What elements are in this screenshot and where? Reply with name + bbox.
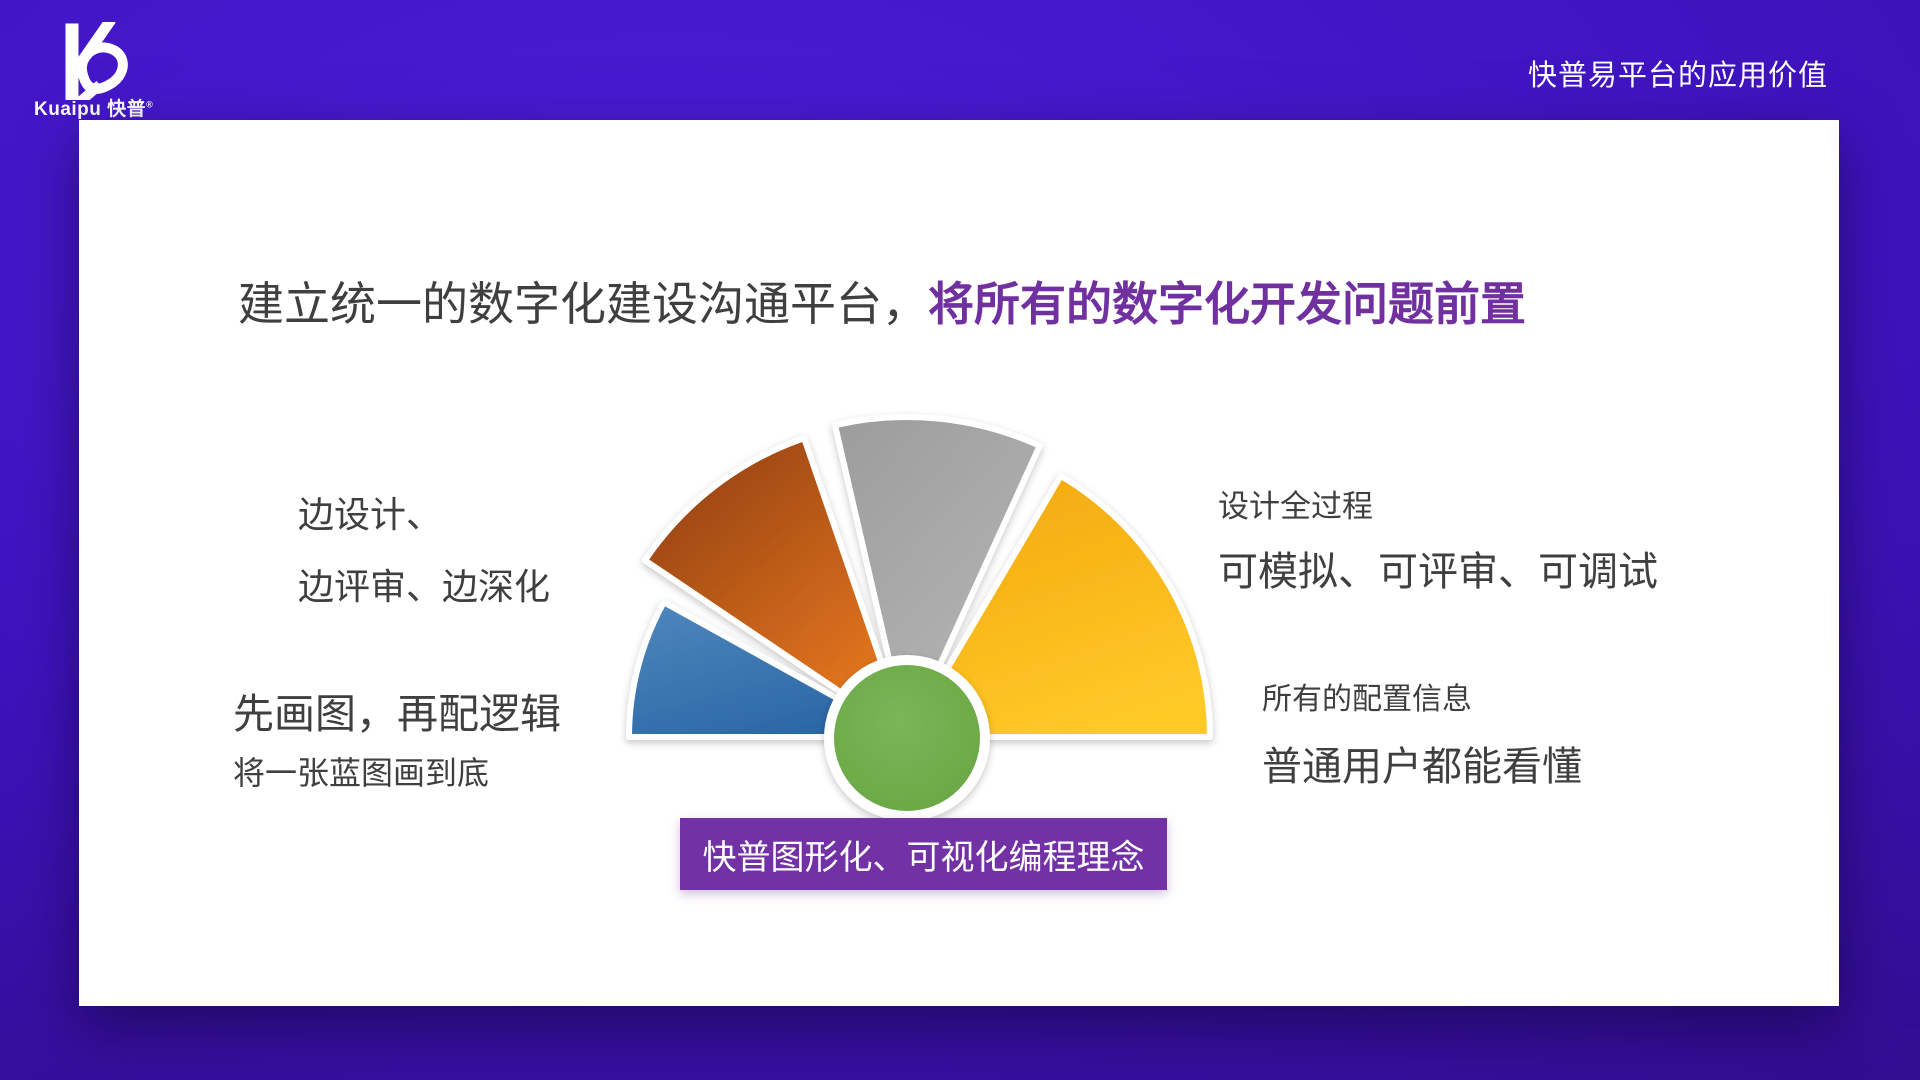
heading-highlight: 将所有的数字化开发问题前置 bbox=[928, 278, 1526, 330]
concept-banner-label: 快普图形化、可视化编程理念 bbox=[702, 838, 1145, 877]
heading-normal: 建立统一的数字化建设沟通平台， bbox=[238, 278, 928, 330]
caption-design: 边设计、 bbox=[298, 494, 443, 535]
slide-heading: 建立统一的数字化建设沟通平台，将所有的数字化开发问题前置 bbox=[238, 268, 1526, 334]
caption-design-process: 设计全过程 bbox=[1218, 489, 1373, 524]
caption-draw-then-logic: 先画图，再配逻辑 bbox=[233, 691, 561, 737]
page-title: 快普易平台的应用价值 bbox=[1527, 60, 1828, 92]
kuaipu-logo: Kuaipu 快普® bbox=[34, 22, 184, 120]
registered-mark: ® bbox=[146, 99, 154, 110]
caption-review-deepen: 边评审、边深化 bbox=[298, 566, 551, 607]
caption-users-understand: 普通用户都能看懂 bbox=[1262, 745, 1582, 789]
kuaipu-logo-text: Kuaipu 快普® bbox=[34, 99, 154, 120]
kuaipu-logo-icon bbox=[65, 22, 128, 100]
caption-simulate-review-debug: 可模拟、可评审、可调试 bbox=[1218, 550, 1658, 594]
caption-config-info: 所有的配置信息 bbox=[1262, 683, 1472, 716]
concept-banner: 快普图形化、可视化编程理念 bbox=[680, 818, 1167, 890]
caption-blueprint: 将一张蓝图画到底 bbox=[233, 755, 490, 791]
